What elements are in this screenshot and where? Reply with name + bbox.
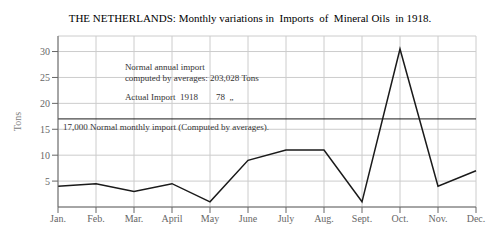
html-text:Normal annual import computed: Normal annual import computed by average… bbox=[124, 62, 259, 83]
svg-text:30: 30 bbox=[40, 46, 50, 57]
svg-text:July: July bbox=[278, 213, 295, 224]
svg-text:Dec.: Dec. bbox=[467, 213, 486, 224]
svg-text:Jan.: Jan. bbox=[50, 213, 66, 224]
svg-text:May: May bbox=[201, 213, 219, 224]
svg-text:5: 5 bbox=[45, 176, 50, 187]
html-text:Actual Import 1918 78 „: Actual Import 1918 78 „ bbox=[124, 92, 234, 102]
svg-text:Oct.: Oct. bbox=[392, 213, 409, 224]
svg-text:20: 20 bbox=[40, 98, 50, 109]
svg-text:Feb.: Feb. bbox=[87, 213, 105, 224]
svg-text:10: 10 bbox=[40, 150, 50, 161]
svg-text:April: April bbox=[161, 213, 182, 224]
svg-text:15: 15 bbox=[40, 124, 50, 135]
svg-text:Aug.: Aug. bbox=[314, 213, 334, 224]
svg-text:June: June bbox=[239, 213, 258, 224]
html-text:THE NETHERLANDS: Monthly varia: THE NETHERLANDS: Monthly variations in I… bbox=[68, 12, 432, 24]
svg-text:Tons: Tons bbox=[12, 112, 23, 131]
svg-text:Sept.: Sept. bbox=[352, 213, 372, 224]
svg-text:Mar.: Mar. bbox=[125, 213, 144, 224]
svg-text:17,000 Normal monthly import (: 17,000 Normal monthly import (Computed b… bbox=[63, 122, 269, 132]
svg-text:Nov.: Nov. bbox=[428, 213, 447, 224]
svg-text:25: 25 bbox=[40, 72, 50, 83]
